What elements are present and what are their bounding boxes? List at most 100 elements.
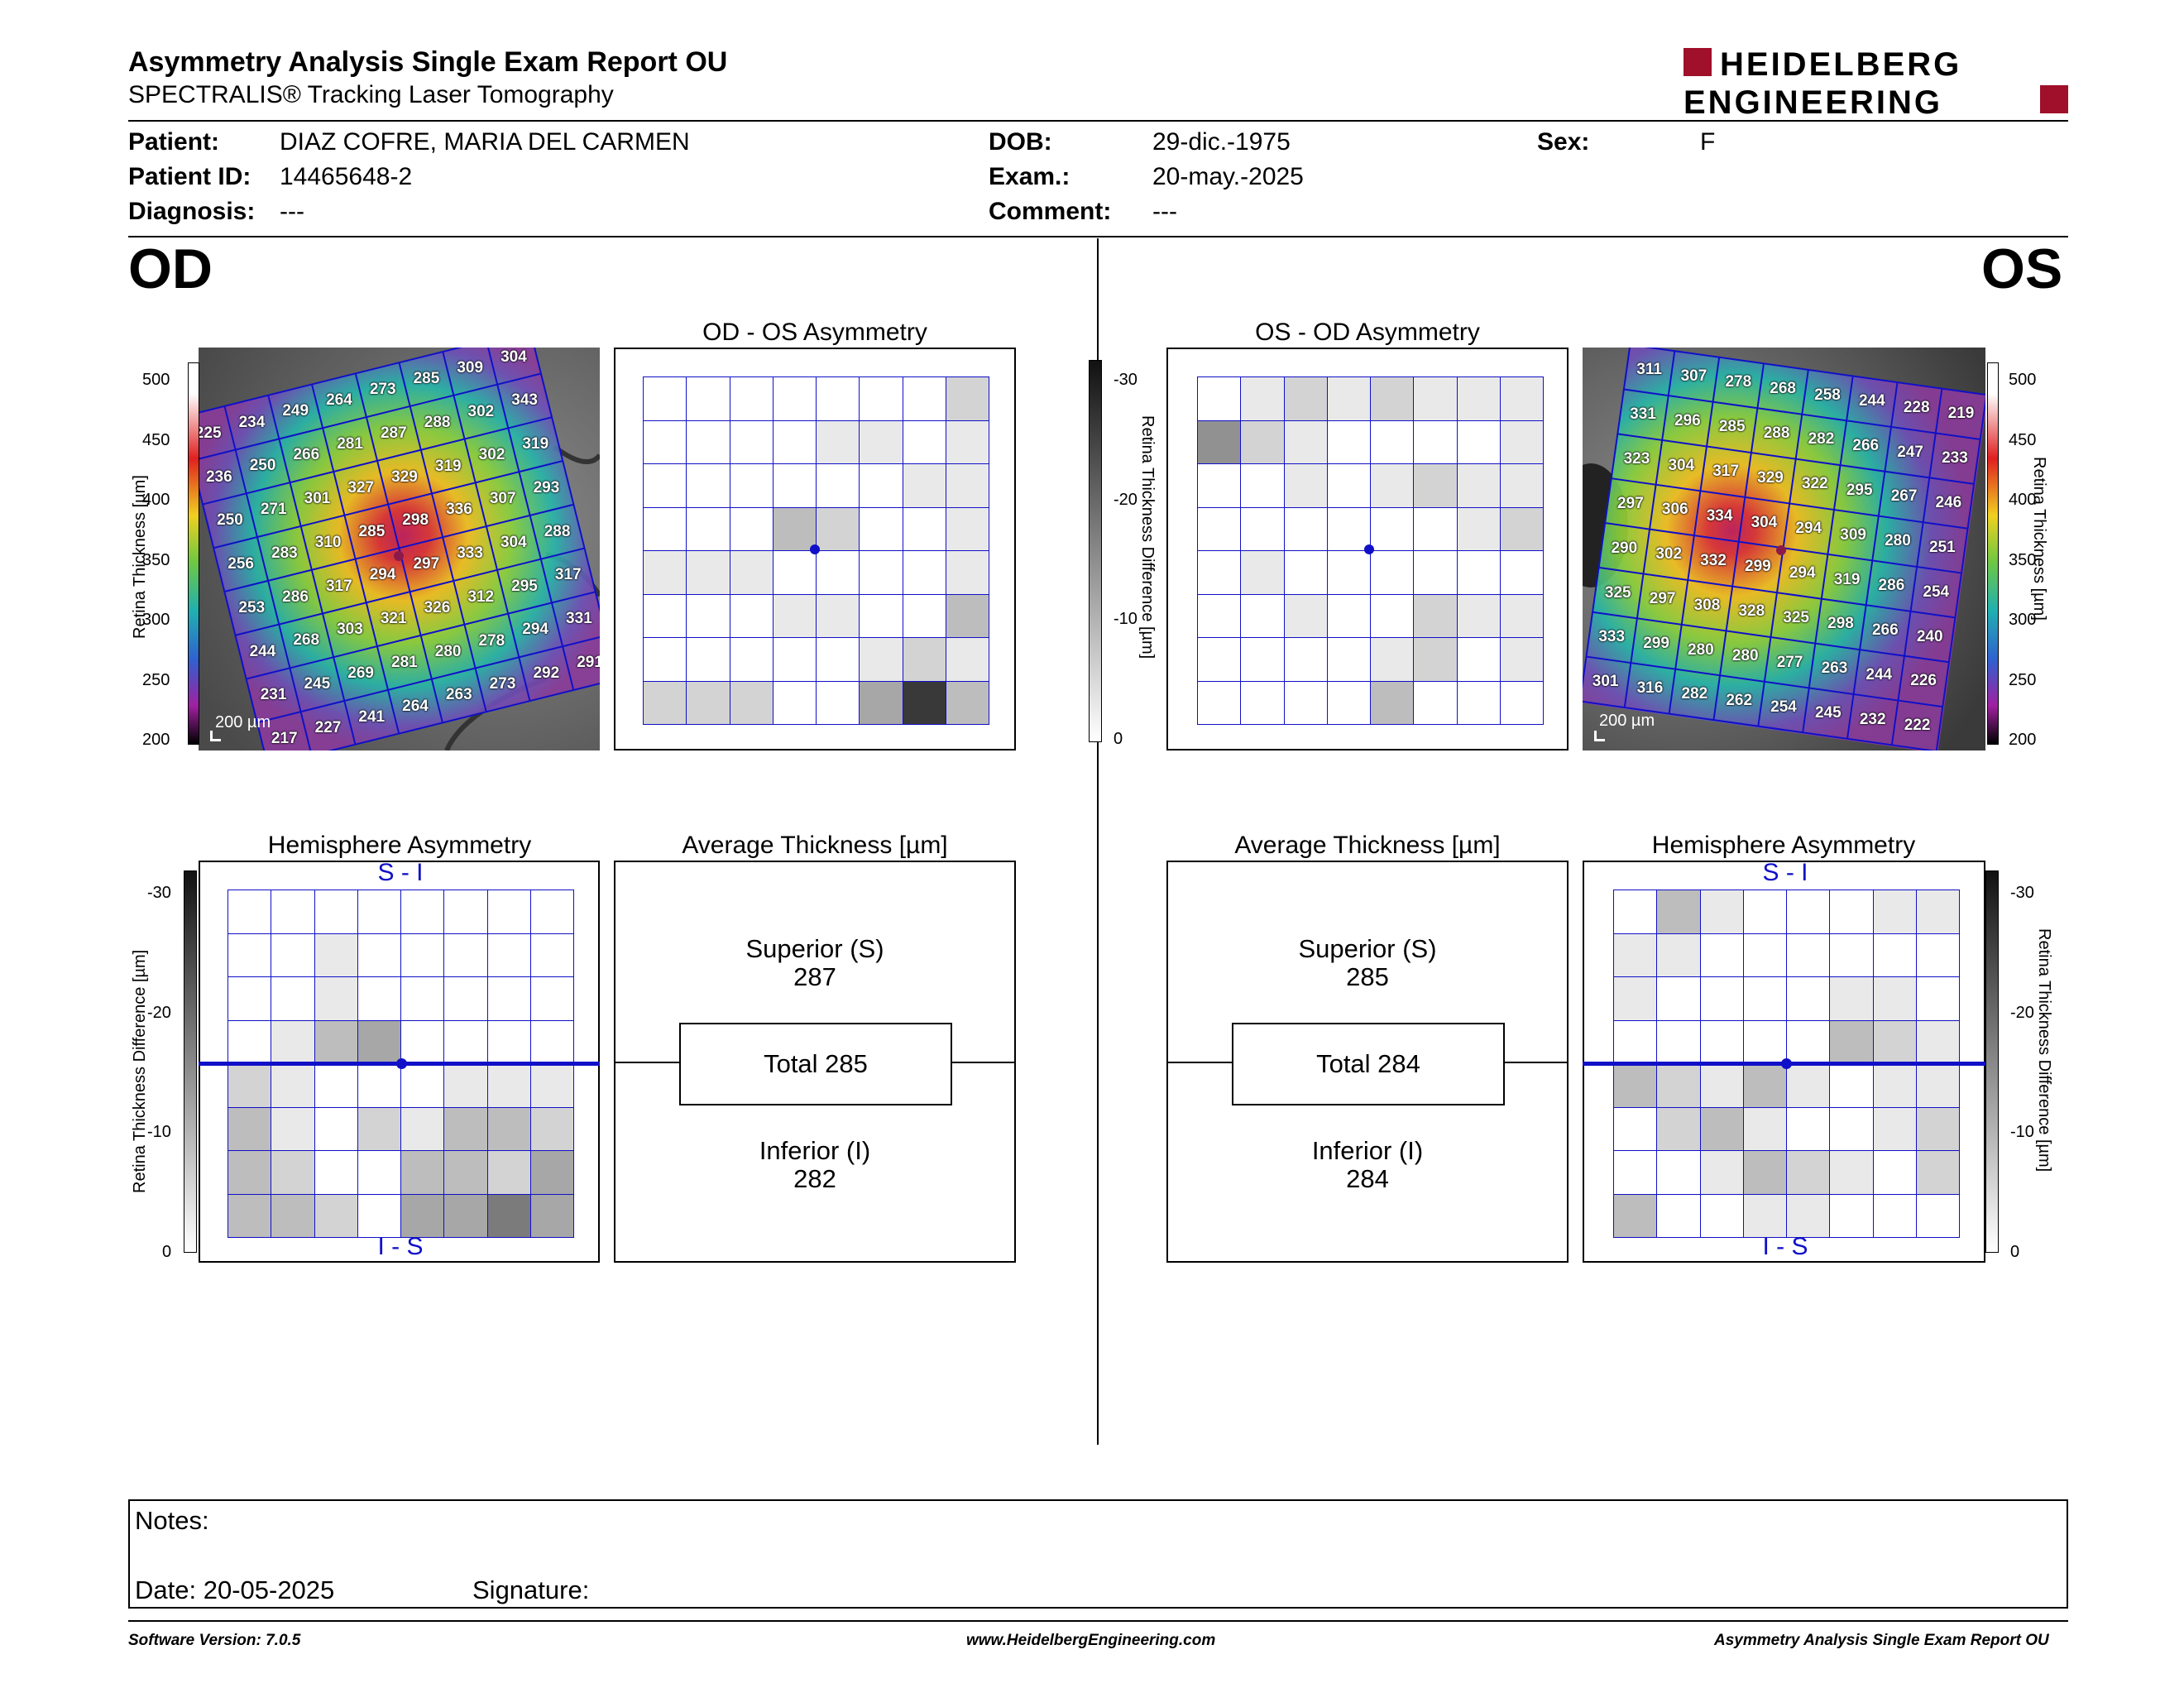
os-asym-cell [1456, 550, 1501, 595]
od-map-value: 288 [424, 413, 451, 431]
od-map-value: 291 [577, 654, 600, 671]
od-map-value: 263 [445, 686, 472, 704]
od-asym-cell [902, 376, 946, 421]
od-asym-cell [859, 376, 903, 421]
od-hemi-cell [529, 1106, 574, 1151]
os-hemi-cell [1829, 933, 1874, 977]
os-hemi-cell [1786, 1019, 1831, 1064]
notes-box[interactable]: Notes: Date: 20-05-2025 Signature: [128, 1499, 2068, 1609]
os-asym-cell [1413, 637, 1458, 682]
od-asym-cell [772, 593, 817, 638]
os-hemi-cell [1915, 1106, 1960, 1151]
os-map-value: 331 [1630, 405, 1656, 424]
od-map-value: 297 [413, 555, 440, 573]
sex-value: F [1700, 128, 1716, 156]
od-hemi-cell [443, 890, 488, 934]
os-hemi-cell [1656, 1063, 1701, 1108]
od-asym-cell [729, 420, 774, 464]
os-hemi-cell [1915, 890, 1960, 934]
os-map-value: 299 [1745, 558, 1771, 576]
os-inferior-label: Inferior (I) [1311, 1136, 1424, 1165]
od-hemi-title: Hemisphere Asymmetry [267, 832, 532, 859]
comment-label: Comment: [989, 198, 1112, 225]
thickness-scale-tick: 450 [142, 430, 170, 449]
os-hemi-cell [1742, 1150, 1787, 1195]
od-map-value: 241 [358, 707, 386, 726]
os-hemi-cell [1872, 1063, 1917, 1108]
od-asym-cell [729, 376, 774, 421]
od-map-value: 250 [217, 511, 243, 530]
od-map-value: 294 [369, 566, 396, 584]
od-map-value: 327 [347, 478, 375, 496]
os-hemi-cell [1872, 1150, 1917, 1195]
od-scale-bar-mark [210, 731, 221, 741]
os-superior-value: 285 [1346, 962, 1389, 991]
od-hemi-cell [314, 933, 358, 977]
od-hemi-cell [400, 1150, 445, 1195]
diagnosis-value: --- [280, 198, 304, 225]
od-hemi-scale-label: Retina Thickness Difference [µm] [131, 949, 149, 1193]
os-asym-cell [1499, 593, 1544, 638]
os-hemi-cell [1829, 976, 1874, 1021]
website-link[interactable]: www.HeidelbergEngineering.com [966, 1632, 1216, 1649]
os-map-value: 232 [1859, 710, 1886, 728]
od-asym-cell [643, 463, 687, 508]
os-asym-cell [1413, 593, 1458, 638]
od-hemi-cell [486, 976, 531, 1021]
od-hemi-colorbar [184, 870, 197, 1253]
os-hemi-cell [1872, 1106, 1917, 1151]
os-hemi-cell [1915, 1019, 1960, 1064]
os-hemi-cell [1699, 1063, 1744, 1108]
od-map-value: 301 [304, 489, 331, 507]
od-hemi-cell [314, 1063, 358, 1108]
od-hemi-cell [443, 976, 488, 1021]
os-hemi-cell [1786, 1063, 1831, 1108]
os-asym-cell [1499, 550, 1544, 595]
os-hemi-cell [1829, 1106, 1874, 1151]
od-asym-cell [643, 420, 687, 464]
od-eye-label: OD [128, 237, 213, 300]
od-hemi-cell [443, 1019, 488, 1064]
os-hemi-cell [1872, 1019, 1917, 1064]
os-map-grid [1583, 348, 1985, 750]
os-map-value: 222 [1904, 717, 1931, 735]
od-hemi-cell [228, 1019, 272, 1064]
os-hemi-cell [1656, 1150, 1701, 1195]
od-hemi-cell [400, 890, 445, 934]
os-hemi-cell [1656, 890, 1701, 934]
od-hemi-cell [271, 890, 315, 934]
od-asym-cell [902, 420, 946, 464]
od-map-gridline [354, 373, 443, 723]
od-hemi-cell [271, 1063, 315, 1108]
os-asym-cell [1197, 463, 1242, 508]
od-hemi-tick: 0 [162, 1243, 172, 1261]
od-thickness-map: 225 234 249 264 273 285 309 304 236 250 266 281 287 2… [199, 348, 600, 750]
os-map-value: 325 [1604, 583, 1631, 602]
od-asym-cell [902, 506, 946, 551]
os-hemi-cell [1786, 890, 1831, 934]
os-map-value: 251 [1928, 538, 1956, 556]
os-map-value: 304 [1751, 513, 1778, 531]
od-map-value: 319 [522, 435, 549, 453]
od-map-value: 295 [511, 577, 538, 595]
os-map-value: 266 [1871, 621, 1899, 639]
os-map-value: 282 [1681, 685, 1708, 703]
os-asym-cell [1326, 550, 1371, 595]
od-map-value: 307 [489, 490, 516, 508]
os-asym-cell [1499, 637, 1544, 682]
thickness-scale-tick: 350 [2009, 550, 2037, 569]
od-hemi-cell [228, 1193, 272, 1238]
od-map-value: 268 [293, 631, 320, 650]
os-eye-label: OS [1981, 237, 2063, 300]
os-asym-cell [1456, 680, 1501, 725]
od-hemi-cell [271, 933, 315, 977]
os-map-value: 329 [1757, 468, 1784, 487]
od-asym-cell [816, 506, 860, 551]
od-map-value: 326 [424, 598, 451, 616]
od-asym-cell [643, 506, 687, 551]
os-asym-cell [1240, 463, 1285, 508]
od-map-gridline [398, 362, 487, 712]
os-hemi-cell [1613, 1019, 1658, 1064]
os-asym-cell [1499, 376, 1544, 421]
thickness-scale-tick: 500 [2009, 371, 2037, 389]
